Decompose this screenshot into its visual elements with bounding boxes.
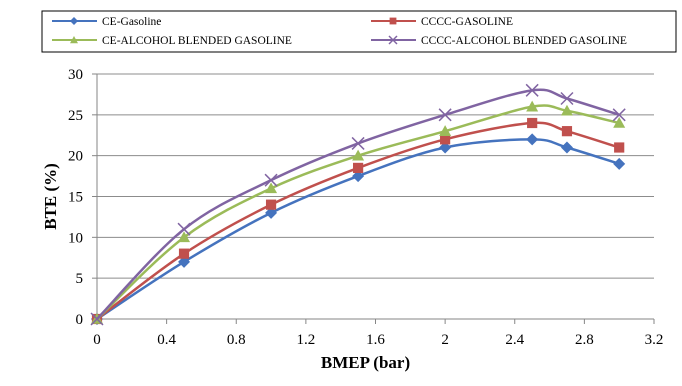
y-tick-label: 15 — [68, 190, 83, 206]
legend-swatch-marker — [388, 35, 398, 45]
data-point — [352, 170, 365, 183]
data-point — [90, 312, 104, 326]
data-point — [438, 108, 452, 122]
y-tick-label: 20 — [68, 149, 83, 165]
y-tick-label: 25 — [68, 108, 83, 124]
legend: CE-Gasoline CCCC-GASOLINE CE-ALCOHOL BLEND… — [41, 10, 677, 53]
x-tick-label: 2 — [441, 332, 449, 348]
legend-label: CE-ALCOHOL BLENDED GASOLINE — [102, 35, 292, 47]
x-tick-label: 1.6 — [366, 332, 385, 348]
series-2 — [91, 117, 625, 325]
x-tick-label: 0.4 — [157, 332, 176, 348]
data-point — [440, 134, 451, 145]
data-point — [526, 133, 539, 146]
data-point — [612, 108, 626, 122]
y-tick-label: 0 — [76, 312, 84, 328]
y-tick-label: 30 — [68, 67, 83, 83]
legend-label: CCCC-GASOLINE — [421, 16, 513, 28]
x-tick-label: 0 — [93, 332, 101, 348]
x-tick-label: 2.4 — [505, 332, 524, 348]
data-point — [265, 206, 278, 219]
data-point — [560, 91, 574, 106]
data-point — [265, 182, 278, 194]
data-point — [613, 117, 626, 128]
x-tick-label: 0.8 — [227, 332, 246, 348]
series-3 — [91, 100, 626, 324]
series-1 — [91, 133, 626, 325]
y-tick-label: 10 — [68, 230, 83, 246]
data-point — [613, 157, 626, 170]
legend-label: CE-Gasoline — [102, 16, 161, 28]
series-line — [96, 104, 620, 320]
legend-item-4: CCCC-ALCOHOL BLENDED GASOLINE — [371, 35, 627, 47]
legend-swatch-marker — [70, 17, 78, 25]
data-point — [614, 142, 625, 153]
legend-label: CCCC-ALCOHOL BLENDED GASOLINE — [421, 35, 627, 47]
y-axis-label: BTE (%) — [41, 163, 60, 230]
data-point — [177, 222, 191, 236]
series-4 — [90, 83, 626, 326]
x-tick-label: 1.2 — [297, 332, 316, 348]
data-point — [439, 141, 452, 154]
x-tick-label: 2.8 — [575, 332, 594, 348]
series-group — [90, 83, 626, 326]
data-point — [561, 126, 573, 137]
data-point — [527, 117, 538, 129]
tick-labels: 0 0.4 0.8 1.2 1.6 2 2.4 2.8 3.2 0 5 10 15 20 25 30 — [68, 67, 663, 348]
data-point — [265, 199, 277, 210]
legend-item-3: CE-ALCOHOL BLENDED GASOLINE — [52, 35, 292, 47]
gridlines — [97, 73, 654, 279]
data-point — [351, 136, 365, 150]
legend-swatch-marker — [70, 36, 78, 44]
data-point — [352, 149, 365, 161]
data-point — [526, 100, 539, 112]
data-point — [525, 83, 539, 97]
y-tick-label: 5 — [76, 271, 84, 287]
legend-item-2: CCCC-GASOLINE — [371, 16, 513, 28]
x-tick-label: 3.2 — [645, 332, 664, 348]
legend-swatch-marker — [389, 17, 397, 25]
data-point — [560, 104, 573, 116]
data-point — [352, 162, 364, 174]
legend-item-1: CE-Gasoline — [52, 16, 161, 28]
data-point — [178, 248, 190, 259]
data-point — [178, 231, 191, 243]
x-axis-label: BMEP (bar) — [321, 353, 410, 372]
legend-box — [41, 10, 677, 53]
data-point — [560, 141, 573, 154]
data-point — [178, 255, 191, 268]
data-point — [264, 173, 278, 187]
data-point — [439, 125, 452, 136]
